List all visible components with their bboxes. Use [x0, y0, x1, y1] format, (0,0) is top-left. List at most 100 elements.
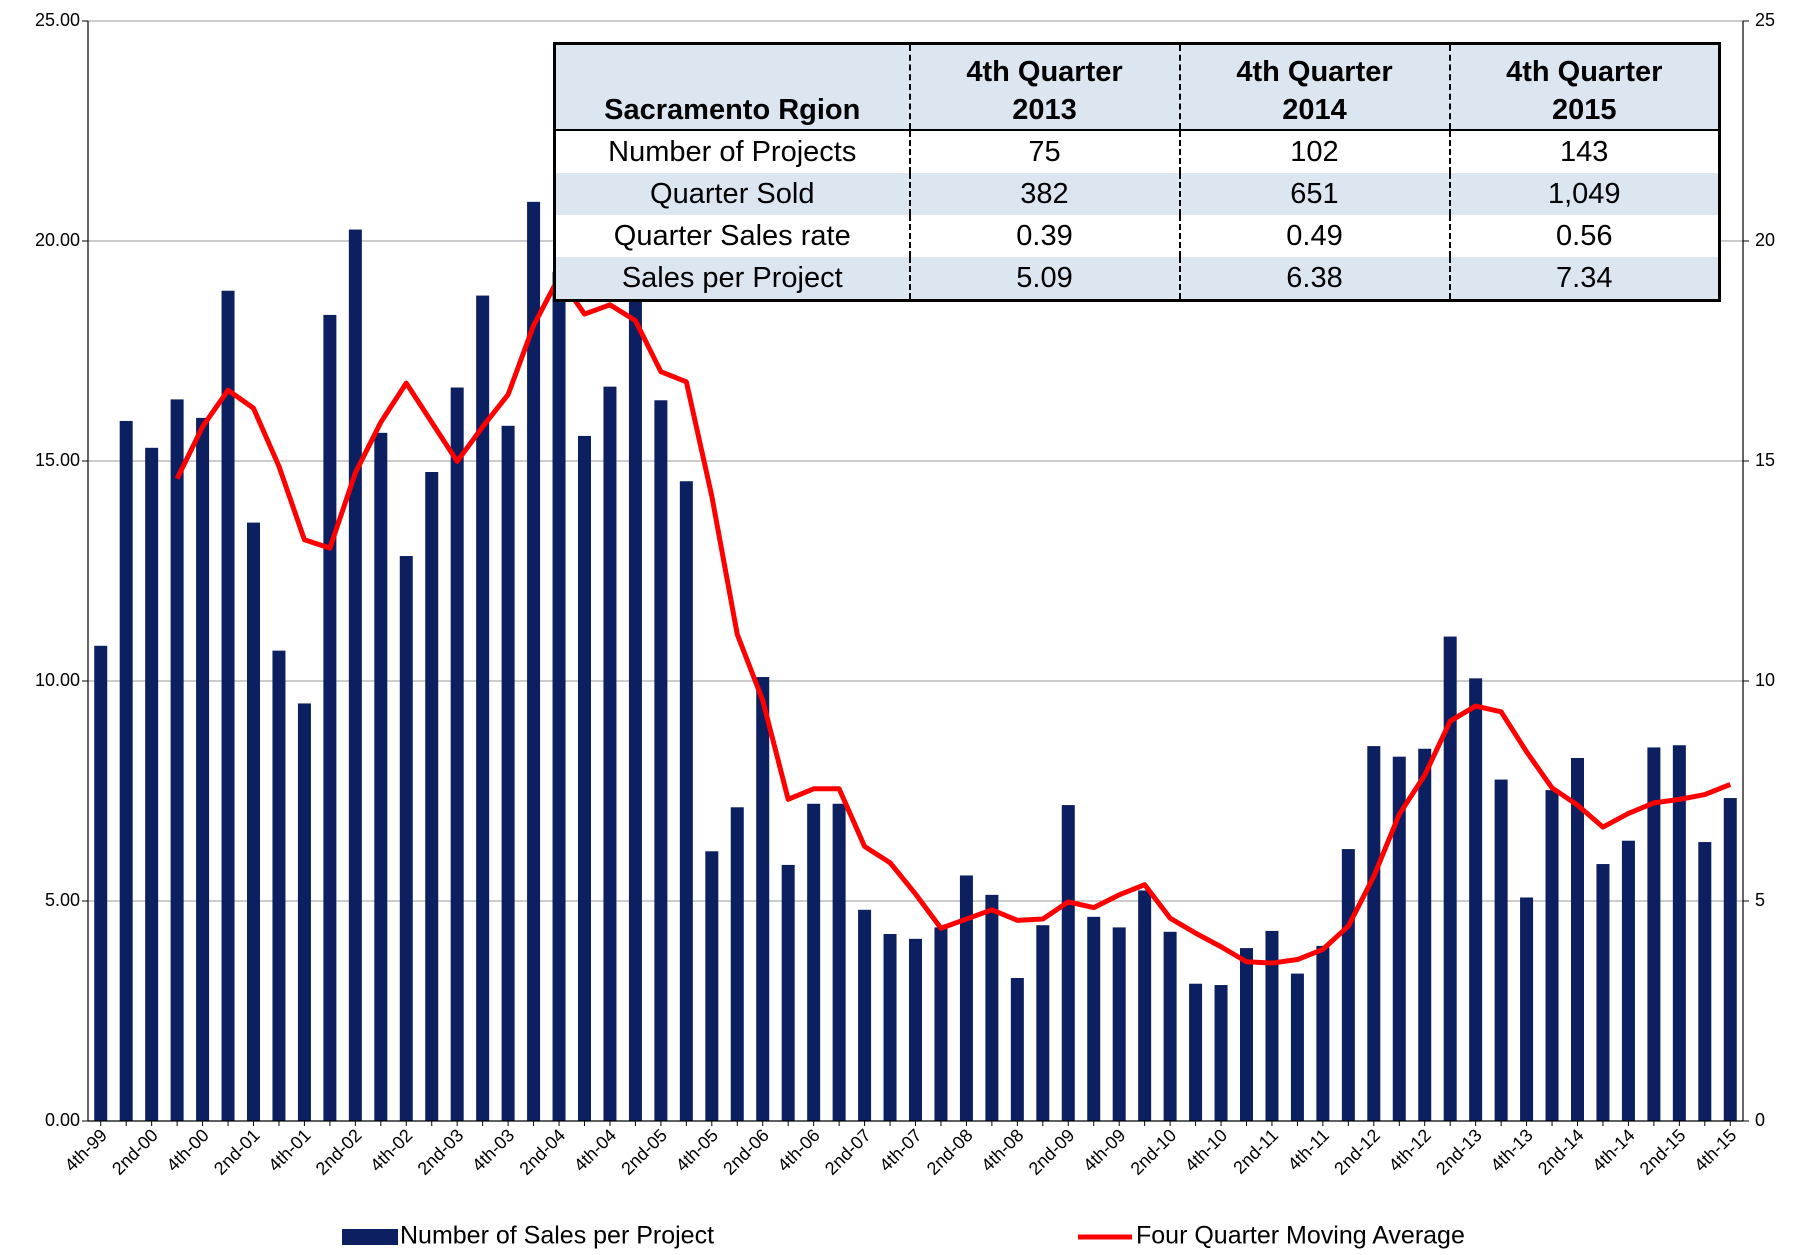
bar	[1443, 636, 1457, 1121]
table-cell: 651	[1178, 173, 1450, 215]
x-tick-label: 2nd-04	[515, 1125, 569, 1179]
x-tick-label: 2nd-02	[312, 1125, 366, 1179]
bar	[1418, 748, 1432, 1121]
table-cell: Sales per Project	[554, 257, 910, 301]
y2-tick-label: 0	[1755, 1110, 1765, 1130]
x-tick-label: 2nd-00	[108, 1125, 162, 1179]
x-tick-label: 4th-06	[774, 1125, 824, 1175]
bar	[1316, 945, 1330, 1121]
bar	[374, 432, 388, 1122]
bar	[399, 556, 413, 1121]
bar	[1469, 678, 1483, 1121]
bar	[730, 807, 744, 1121]
bar	[1112, 927, 1126, 1121]
bar	[425, 472, 439, 1121]
y-tick-label: 20.00	[35, 230, 80, 250]
bar	[807, 803, 821, 1121]
x-tick-label: 4th-07	[875, 1125, 925, 1175]
bar	[832, 803, 846, 1121]
table-row: Number of Projects 75 102 143	[555, 130, 1720, 173]
bar	[1621, 840, 1635, 1121]
bar	[348, 229, 362, 1121]
y2-tick-label: 5	[1755, 890, 1765, 910]
table-cell: 7.34	[1448, 257, 1720, 301]
x-tick-label: 4th-05	[672, 1125, 722, 1175]
bar	[578, 435, 591, 1121]
bar	[1087, 916, 1101, 1121]
y2-tick-label: 10	[1755, 670, 1775, 690]
bar	[1010, 978, 1024, 1121]
bar	[1596, 864, 1610, 1121]
bar	[323, 314, 337, 1121]
bar	[1138, 890, 1152, 1121]
y2-tick-label: 20	[1755, 230, 1775, 250]
bar	[1571, 758, 1584, 1121]
bar	[1341, 849, 1355, 1121]
bar	[934, 927, 948, 1121]
bar	[705, 851, 719, 1121]
y2-tick-label: 25	[1755, 10, 1775, 30]
bar	[196, 417, 210, 1121]
bar	[145, 447, 159, 1121]
bar	[1520, 897, 1534, 1121]
bar	[985, 894, 999, 1121]
x-tick-label: 4th-14	[1588, 1125, 1638, 1175]
x-tick-label: 4th-09	[1079, 1125, 1129, 1175]
x-tick-label: 2nd-08	[923, 1125, 977, 1179]
x-tick-label: 2nd-13	[1432, 1125, 1486, 1179]
y2-tick-label: 15	[1755, 450, 1775, 470]
y-tick-label: 10.00	[35, 670, 80, 690]
bar	[1265, 930, 1279, 1121]
bar	[1214, 985, 1228, 1121]
x-tick-label: 4th-01	[264, 1125, 314, 1175]
bar	[1672, 745, 1686, 1121]
bar	[909, 938, 922, 1121]
table-cell: 0.39	[908, 215, 1180, 257]
table-cell: 143	[1448, 130, 1720, 173]
table-row: Quarter Sold 382 651 1,049	[554, 173, 1720, 215]
table-cell: Number of Projects	[608, 136, 857, 168]
bar	[170, 399, 184, 1121]
x-tick-label: 4th-08	[977, 1125, 1027, 1175]
x-tick-label: 4th-03	[468, 1125, 518, 1175]
y-tick-label: 0.00	[45, 1110, 80, 1130]
x-tick-label: 2nd-06	[719, 1125, 773, 1179]
table-cell: 6.38	[1178, 257, 1450, 301]
x-tick-label: 2nd-10	[1127, 1125, 1181, 1179]
table-cell: 102	[1178, 130, 1450, 173]
bar	[1036, 925, 1050, 1121]
bar	[781, 864, 795, 1121]
table-cell: 5.09	[908, 257, 1180, 301]
bar	[476, 295, 490, 1121]
x-tick-label: 4th-04	[570, 1125, 620, 1175]
x-tick-label: 2nd-12	[1330, 1125, 1384, 1179]
bar	[527, 201, 541, 1122]
bar	[119, 420, 133, 1122]
y-tick-label: 5.00	[45, 890, 80, 910]
table-cell: Quarter Sold	[554, 173, 910, 215]
x-tick-label: 4th-13	[1487, 1125, 1537, 1175]
x-tick-label: 2nd-15	[1636, 1125, 1690, 1179]
table-cell: 75	[908, 130, 1180, 173]
bar	[1163, 931, 1177, 1121]
x-tick-label: 2nd-07	[821, 1125, 875, 1179]
table-cell: 0.56	[1448, 215, 1720, 257]
table-header-cell: 4th Quarter 2015	[1448, 43, 1720, 131]
x-tick-label: 4th-00	[163, 1125, 213, 1175]
bar	[679, 481, 693, 1121]
x-tick-label: 4th-10	[1181, 1125, 1231, 1175]
y-tick-label: 15.00	[35, 450, 80, 470]
bar	[247, 522, 260, 1121]
legend-label: Number of Sales per Project	[400, 1222, 714, 1250]
bar	[552, 271, 566, 1121]
bar	[654, 400, 668, 1121]
bar	[1494, 779, 1508, 1121]
x-tick-label: 4th-02	[366, 1125, 416, 1175]
bar	[628, 285, 642, 1121]
x-tick-label: 2nd-09	[1025, 1125, 1079, 1179]
bar	[501, 425, 515, 1121]
x-tick-label: 2nd-01	[210, 1125, 264, 1179]
bar	[603, 386, 617, 1121]
